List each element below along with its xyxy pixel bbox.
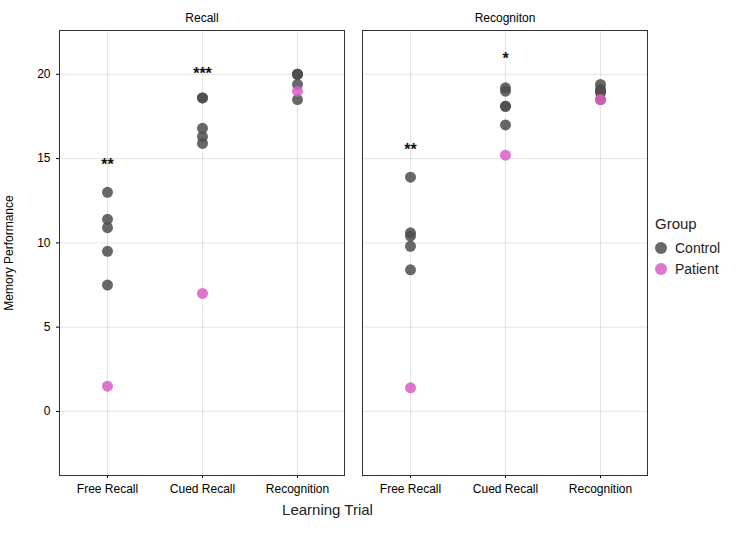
svg-text:Recall: Recall: [185, 11, 218, 25]
svg-text:Recogniton: Recogniton: [475, 11, 536, 25]
svg-text:Recognition: Recognition: [569, 482, 632, 496]
html-text:Group: Group: [655, 215, 697, 232]
svg-text:0: 0: [44, 404, 51, 418]
svg-text:10: 10: [37, 236, 51, 250]
html-text:Control: Control: [675, 240, 721, 256]
svg-text:Cued Recall: Cued Recall: [170, 482, 235, 496]
svg-text:Memory Performance: Memory Performance: [2, 195, 16, 311]
svg-text:***: ***: [193, 65, 212, 82]
svg-text:5: 5: [44, 320, 51, 334]
svg-text:Free Recall: Free Recall: [380, 482, 441, 496]
svg-text:15: 15: [37, 151, 51, 165]
svg-text:Cued Recall: Cued Recall: [473, 482, 538, 496]
svg-text:Recognition: Recognition: [266, 482, 329, 496]
svg-text:**: **: [404, 141, 417, 158]
svg-text:*: *: [502, 50, 509, 67]
html-text:Learning Trial: Learning Trial: [282, 501, 373, 518]
svg-text:20: 20: [37, 67, 51, 81]
svg-text:Free Recall: Free Recall: [77, 482, 138, 496]
svg-text:**: **: [101, 156, 114, 173]
html-text:Patient: Patient: [675, 261, 719, 277]
